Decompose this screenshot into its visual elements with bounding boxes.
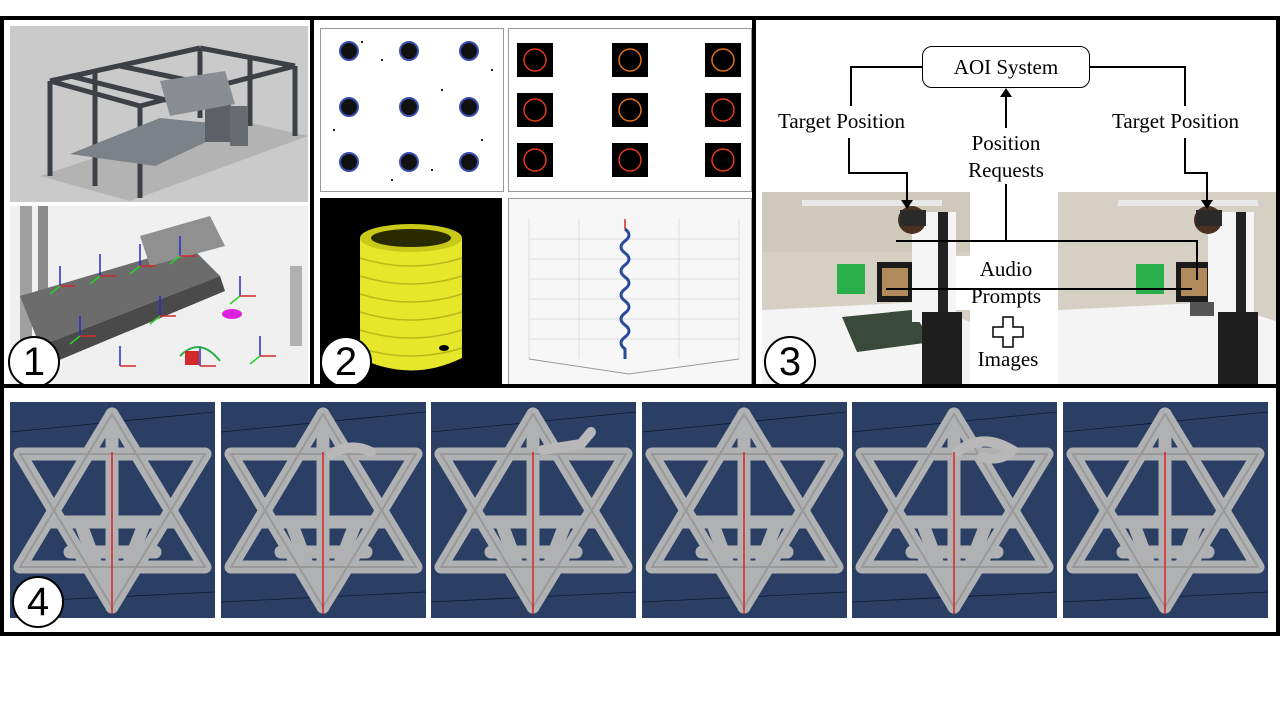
lattice-frame-3 xyxy=(431,402,636,618)
yellow-cylinder-scan xyxy=(320,198,502,384)
connector-target-right xyxy=(1184,138,1186,172)
lattice-frame-2 xyxy=(220,402,426,618)
factory-frame-render xyxy=(10,26,308,202)
connector-audio-top xyxy=(896,240,1196,242)
panel-number-3: 3 xyxy=(764,336,816,384)
connector-target-left xyxy=(848,138,850,172)
panel-1-factory-models: 1 xyxy=(0,16,314,388)
panel-4-lattice-sequence: 4 xyxy=(0,384,1280,636)
connector-aoi-left xyxy=(850,66,922,68)
connector-target-left-drop xyxy=(906,172,908,200)
lattice-frame-4 xyxy=(641,402,847,618)
audio-prompts-label: Audio Prompts xyxy=(956,256,1056,310)
panel-2-scan-analysis: 2 xyxy=(310,16,756,388)
connector-position-down xyxy=(1005,184,1007,240)
panel-3-aoi-diagram: AOI System Target Position Target Positi… xyxy=(752,16,1280,388)
images-label: Images xyxy=(977,347,1039,371)
arrow-up-icon xyxy=(1000,88,1012,97)
dot-grid-image xyxy=(320,28,504,192)
coordinate-frames-render xyxy=(10,206,308,384)
aoi-system-box: AOI System xyxy=(922,46,1090,88)
position-requests-line1: Position xyxy=(971,131,1041,155)
lattice-frame-5 xyxy=(852,402,1057,618)
position-requests-line2: Requests xyxy=(968,158,1044,182)
connector-audio-top-right xyxy=(1196,240,1198,280)
ring-grid-image xyxy=(508,28,752,192)
trajectory-3d-plot xyxy=(508,198,752,384)
panel-number-4: 4 xyxy=(12,576,64,628)
connector-target-right-h xyxy=(1184,172,1206,174)
connector-position-up xyxy=(1005,90,1007,128)
connector-left-drop xyxy=(850,66,852,106)
lattice-frame-6 xyxy=(1062,402,1268,618)
target-position-left-label: Target Position xyxy=(778,109,906,133)
connector-target-right-drop xyxy=(1206,172,1208,200)
connector-aoi-right xyxy=(1090,66,1184,68)
audio-prompts-line1: Audio xyxy=(979,257,1033,281)
arrow-down-right-icon xyxy=(1201,200,1213,209)
lattice-frames-row xyxy=(10,402,1272,618)
arrow-down-left-icon xyxy=(901,200,913,209)
connector-target-left-h xyxy=(848,172,906,174)
target-position-right-label: Target Position xyxy=(1112,109,1240,133)
position-requests-label: Position Requests xyxy=(954,130,1058,184)
plus-icon xyxy=(992,316,1024,348)
connector-right-drop xyxy=(1184,66,1186,106)
panel-number-1: 1 xyxy=(8,336,60,384)
panel-number-2: 2 xyxy=(320,336,372,384)
connector-audio-mid xyxy=(886,288,1192,290)
